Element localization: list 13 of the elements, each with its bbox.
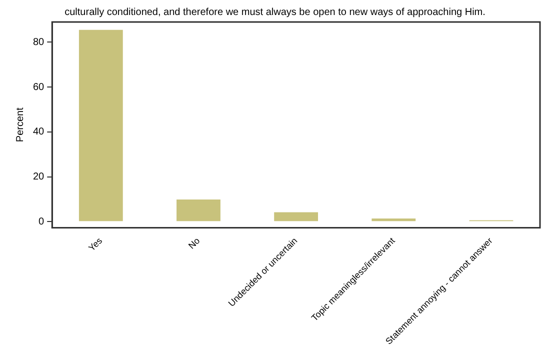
y-axis-title: Percent bbox=[14, 107, 26, 142]
y-tick-label: 0 bbox=[38, 216, 45, 228]
bar bbox=[274, 212, 318, 222]
x-tick-label: Yes bbox=[86, 235, 104, 254]
y-tick-label: 80 bbox=[33, 36, 45, 48]
bar bbox=[176, 199, 220, 222]
x-tick-label: No bbox=[186, 236, 202, 251]
bar bbox=[372, 218, 416, 222]
chart-title: culturally conditioned, and therefore we must always be open to new ways of approaching Him. bbox=[64, 6, 486, 18]
bar bbox=[78, 30, 123, 222]
y-tick-label: 60 bbox=[33, 82, 45, 93]
y-tick-label: 20 bbox=[33, 172, 45, 183]
y-tick-label: 40 bbox=[33, 126, 45, 138]
